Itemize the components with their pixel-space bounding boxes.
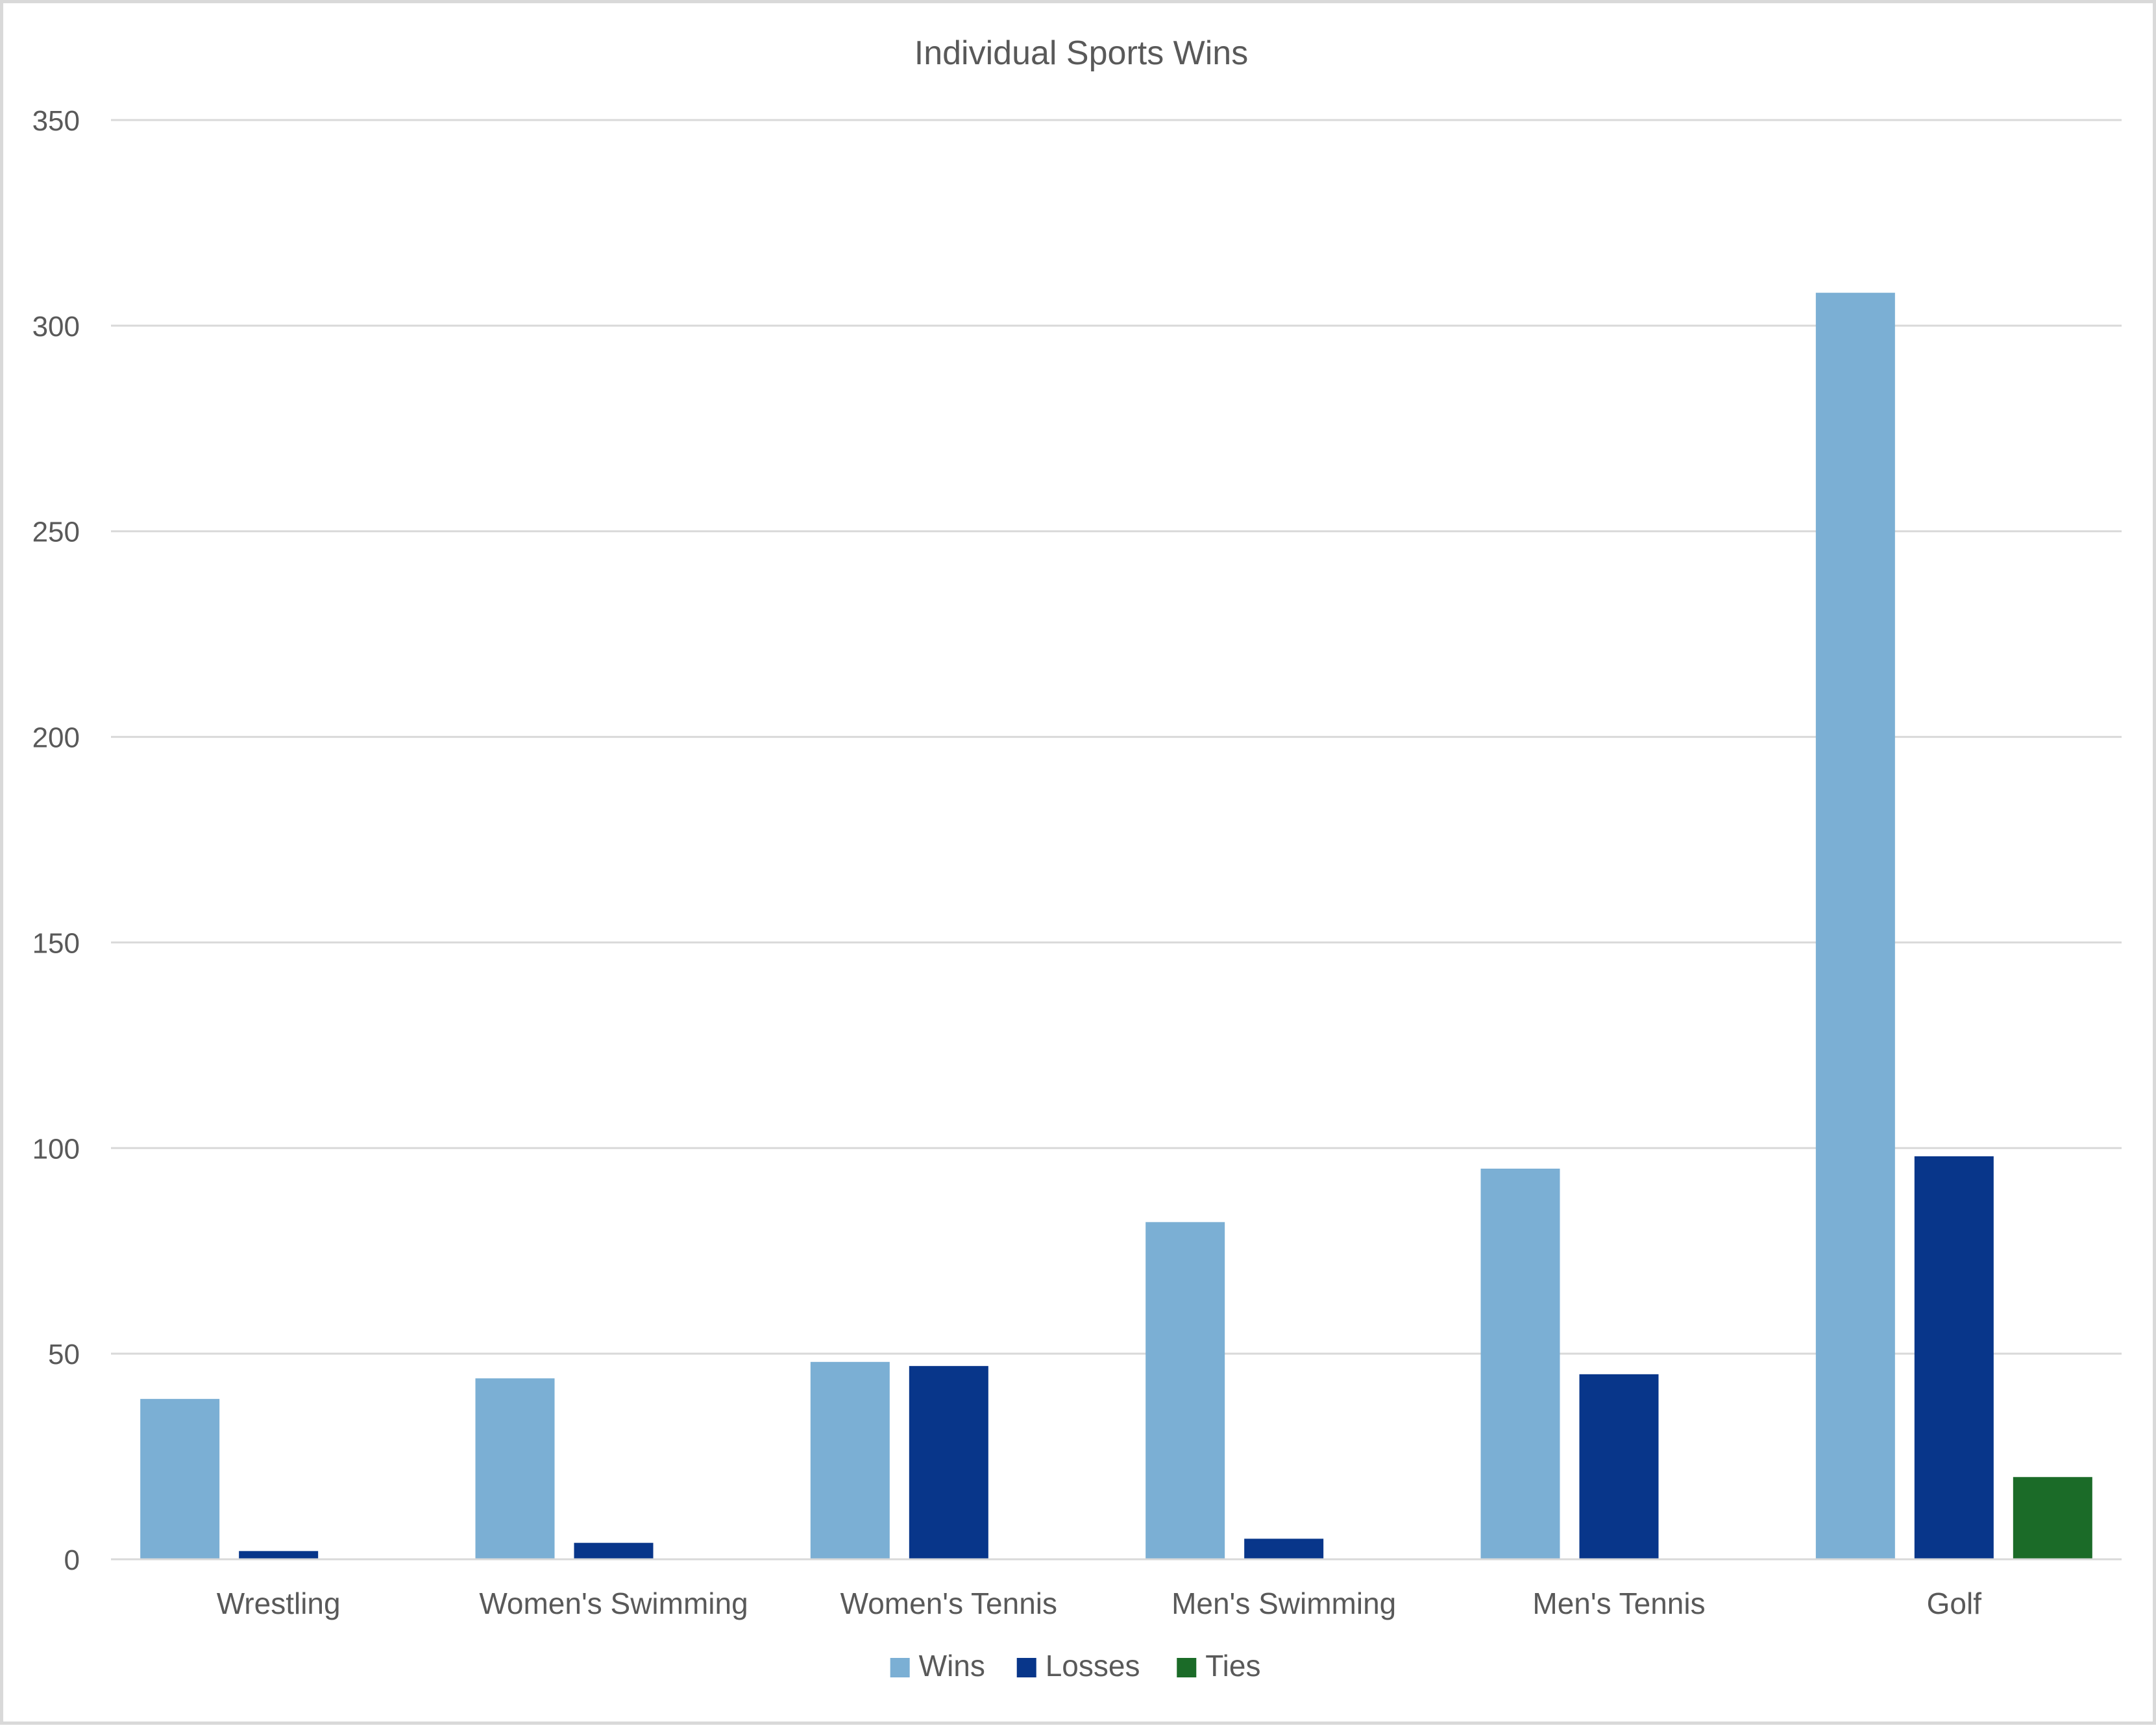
bar-losses-2: [909, 1366, 988, 1559]
y-axis-tick-labels: 0 50 100 150 200 250 300 350: [32, 105, 80, 1576]
bar-losses-5: [1914, 1156, 1994, 1559]
y-tick-label: 50: [48, 1339, 80, 1370]
chart-title: Individual Sports Wins: [914, 34, 1248, 72]
legend-label-ties: Ties: [1205, 1649, 1260, 1683]
bar-wins-1: [475, 1378, 555, 1559]
x-category-label: Men's Swimming: [1171, 1587, 1396, 1620]
bar-wins-3: [1145, 1222, 1225, 1559]
legend-label-losses: Losses: [1046, 1649, 1140, 1683]
x-category-label: Men's Tennis: [1532, 1587, 1705, 1620]
y-tick-label: 0: [64, 1544, 80, 1576]
x-axis-category-labels: Wrestling Women's Swimming Women's Tennis M…: [217, 1587, 1981, 1620]
bar-losses-1: [574, 1542, 654, 1559]
y-tick-label: 300: [32, 311, 80, 343]
gridlines: [111, 119, 2122, 1355]
legend-swatch-losses: [1016, 1658, 1036, 1677]
y-tick-label: 250: [32, 517, 80, 548]
legend: Wins Losses Ties: [890, 1649, 1260, 1683]
bar-losses-3: [1244, 1539, 1324, 1559]
bar-wins-5: [1815, 293, 1895, 1559]
y-tick-label: 100: [32, 1133, 80, 1165]
y-tick-label: 150: [32, 927, 80, 959]
bar-wins-4: [1480, 1168, 1560, 1559]
bar-wins-2: [810, 1361, 890, 1559]
y-tick-label: 350: [32, 105, 80, 137]
bar-losses-0: [239, 1551, 319, 1559]
bar-chart: Individual Sports Wins 0 50 100 150 200 250 30…: [32, 34, 2122, 1683]
bar-wins-0: [140, 1398, 220, 1559]
bar-ties-5: [2013, 1477, 2092, 1559]
bar-losses-4: [1579, 1374, 1659, 1559]
x-category-label: Women's Swimming: [479, 1587, 748, 1620]
x-category-label: Golf: [1927, 1587, 1982, 1620]
legend-swatch-ties: [1177, 1658, 1197, 1677]
y-tick-label: 200: [32, 722, 80, 754]
legend-swatch-wins: [890, 1658, 910, 1677]
x-category-label: Women's Tennis: [840, 1587, 1057, 1620]
legend-label-wins: Wins: [919, 1649, 985, 1683]
x-category-label: Wrestling: [217, 1587, 341, 1620]
bars: [140, 293, 2092, 1559]
